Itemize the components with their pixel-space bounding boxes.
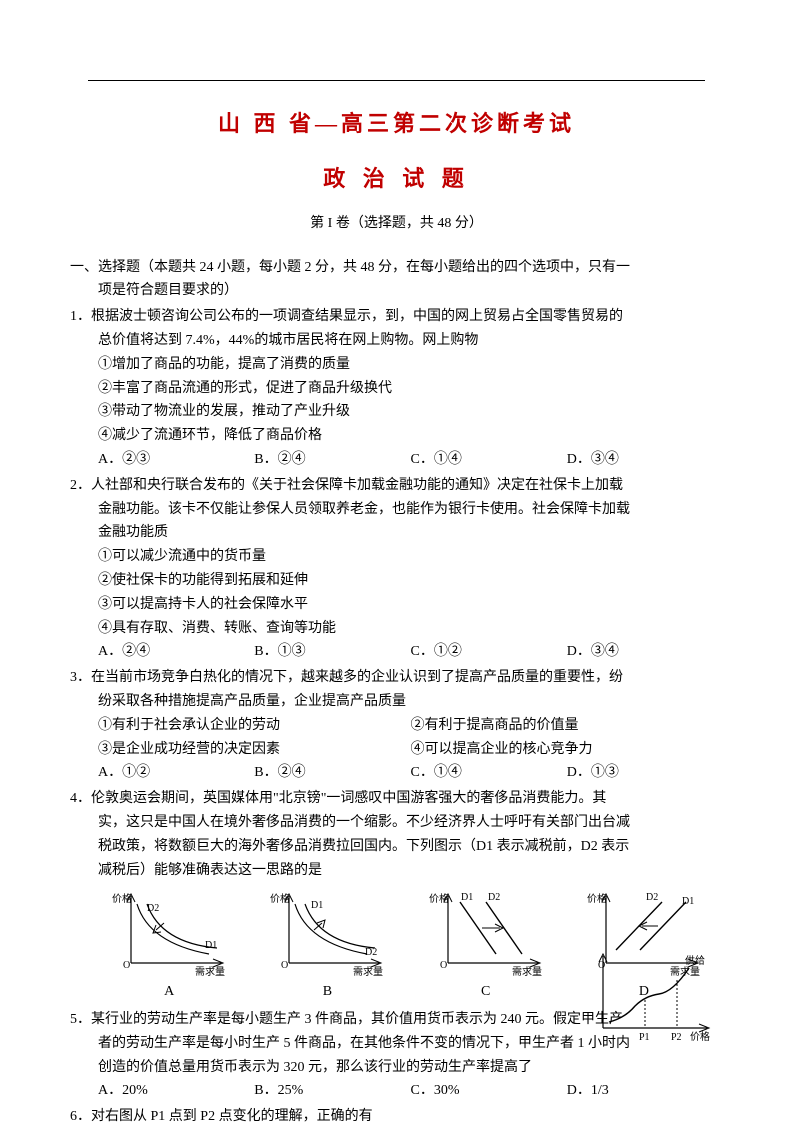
q1-options: A．②③ B．②④ C．①④ D．③④ [70, 448, 723, 472]
q3-stem2: 纷采取各种措施提高产品质量，企业提高产品质量 [70, 690, 723, 714]
q2-stem1: 2．人社部和央行联合发布的《关于社会保障卡加载金融功能的通知》决定在社保卡上加载 [70, 474, 723, 498]
q3-options: A．①② B．②④ C．①④ D．①③ [70, 761, 723, 785]
q2-l3: ③可以提高持卡人的社会保障水平 [70, 593, 723, 617]
section-label: 第 I 卷（选择题，共 48 分） [70, 212, 723, 236]
q5-opt-c: C．30% [411, 1079, 567, 1103]
chart-a-icon: 价格 需求量 O D2 D1 [109, 888, 229, 978]
q3-l1: ①有利于社会承认企业的劳动 [98, 714, 411, 738]
intro-line2: 项是符合题目要求的） [70, 279, 723, 303]
q1-opt-d: D．③④ [567, 448, 723, 472]
p1-label: P1 [639, 1032, 650, 1043]
legend-label: 供给 [685, 954, 705, 967]
svg-text:价格: 价格 [270, 892, 290, 905]
svg-text:D2: D2 [646, 892, 658, 903]
q1-stem1: 1．根据波士顿咨询公司公布的一项调查结果显示，到，中国的网上贸易占全国零售贸易的 [70, 305, 723, 329]
q4-stem1: 4．伦敦奥运会期间，英国媒体用"北京镑"一词感叹中国游客强大的奢侈品消费能力。其 [70, 787, 723, 811]
axis-y-label: 价格 [112, 892, 132, 905]
q2-opt-d: D．③④ [567, 640, 723, 664]
q3-statements: ①有利于社会承认企业的劳动 ②有利于提高商品的价值量 ③是企业成功经营的决定因素… [70, 714, 723, 762]
q3-opt-d: D．①③ [567, 761, 723, 785]
q3-opt-a: A．①② [98, 761, 254, 785]
q6-figure: P1 P2 价格 供给 [585, 950, 715, 1054]
q6-stem1: 6．对右图从 P1 点到 P2 点变化的理解，正确的有 [70, 1105, 723, 1129]
q1-opt-c: C．①④ [411, 448, 567, 472]
svg-text:D2: D2 [365, 947, 377, 958]
svg-text:价格: 价格 [587, 892, 607, 905]
q2-l2: ②使社保卡的功能得到拓展和延伸 [70, 569, 723, 593]
supply-chart-icon: P1 P2 价格 供给 [585, 950, 715, 1045]
svg-text:价格: 价格 [429, 892, 449, 905]
q2-opt-c: C．①② [411, 640, 567, 664]
q5-opt-d: D．1/3 [567, 1079, 723, 1103]
chart-b-icon: 价格 需求量 O D1 D2 [267, 888, 387, 978]
q1-opt-b: B．②④ [254, 448, 410, 472]
q2-opt-b: B．①③ [254, 640, 410, 664]
svg-text:D1: D1 [682, 896, 694, 907]
q2-options: A．②④ B．①③ C．①② D．③④ [70, 640, 723, 664]
q5-options: A．20% B．25% C．30% D．1/3 [70, 1079, 723, 1103]
q1-stem2: 总价值将达到 7.4%，44%的城市居民将在网上购物。网上购物 [70, 329, 723, 353]
d2-label: D2 [147, 903, 159, 914]
intro-line1: 一、选择题（本题共 24 小题，每小题 2 分，共 48 分，在每小题给出的四个… [70, 256, 723, 280]
svg-text:D1: D1 [461, 892, 473, 903]
svg-text:D2: D2 [488, 892, 500, 903]
svg-text:D1: D1 [311, 900, 323, 911]
svg-text:需求量: 需求量 [512, 966, 542, 978]
q3-opt-c: C．①④ [411, 761, 567, 785]
q4-fig-a: 价格 需求量 O D2 D1 A [109, 888, 229, 1004]
q4-stem2: 实，这只是中国人在境外奢侈品消费的一个缩影。不少经济界人士呼吁有关部门出台减 [70, 811, 723, 835]
q4-fig-c-label: C [426, 980, 546, 1004]
q2-stem2: 金融功能。该卡不仅能让参保人员领取养老金，也能作为银行卡使用。社会保障卡加载 [70, 498, 723, 522]
q3-l2: ②有利于提高商品的价值量 [411, 714, 724, 738]
p2-label: P2 [671, 1032, 682, 1043]
q5-stem3: 创造的价值总量用货币表示为 320 元，那么该行业的劳动生产率提高了 [70, 1056, 723, 1080]
svg-text:O: O [123, 960, 130, 971]
q3-opt-b: B．②④ [254, 761, 410, 785]
axis-x-label: 价格 [690, 1030, 710, 1043]
q3-l4: ④可以提高企业的核心竞争力 [411, 738, 724, 762]
q4-stem3: 税政策，将数额巨大的海外奢侈品消费拉回国内。下列图示（D1 表示减税前，D2 表… [70, 835, 723, 859]
title-main: 山 西 省—高三第二次诊断考试 [70, 105, 723, 142]
q4-stem4: 减税后）能够准确表达这一思路的是 [70, 859, 723, 883]
q2-opt-a: A．②④ [98, 640, 254, 664]
axis-x-label: 需求量 [195, 966, 225, 978]
q3-stem1: 3．在当前市场竞争白热化的情况下，越来越多的企业认识到了提高产品质量的重要性，纷 [70, 666, 723, 690]
q1-opt-a: A．②③ [98, 448, 254, 472]
q4-fig-b-label: B [267, 980, 387, 1004]
q2-l4: ④具有存取、消费、转账、查询等功能 [70, 617, 723, 641]
svg-text:O: O [440, 960, 447, 971]
svg-text:O: O [281, 960, 288, 971]
q2-l1: ①可以减少流通中的货币量 [70, 545, 723, 569]
chart-c-icon: 价格 需求量 O D1 D2 [426, 888, 546, 978]
d1-label: D1 [205, 940, 217, 951]
q1-l4: ④减少了流通环节，降低了商品价格 [70, 424, 723, 448]
q2-stem3: 金融功能质 [70, 521, 723, 545]
q5-opt-a: A．20% [98, 1079, 254, 1103]
q3-l3: ③是企业成功经营的决定因素 [98, 738, 411, 762]
q4-fig-c: 价格 需求量 O D1 D2 C [426, 888, 546, 1004]
svg-text:需求量: 需求量 [353, 966, 383, 978]
title-sub: 政 治 试 题 [70, 160, 723, 197]
horizontal-rule [88, 80, 705, 81]
q4-fig-a-label: A [109, 980, 229, 1004]
q5-opt-b: B．25% [254, 1079, 410, 1103]
q4-fig-b: 价格 需求量 O D1 D2 B [267, 888, 387, 1004]
q1-l3: ③带动了物流业的发展，推动了产业升级 [70, 400, 723, 424]
q1-l2: ②丰富了商品流通的形式，促进了商品升级换代 [70, 377, 723, 401]
q1-l1: ①增加了商品的功能，提高了消费的质量 [70, 353, 723, 377]
